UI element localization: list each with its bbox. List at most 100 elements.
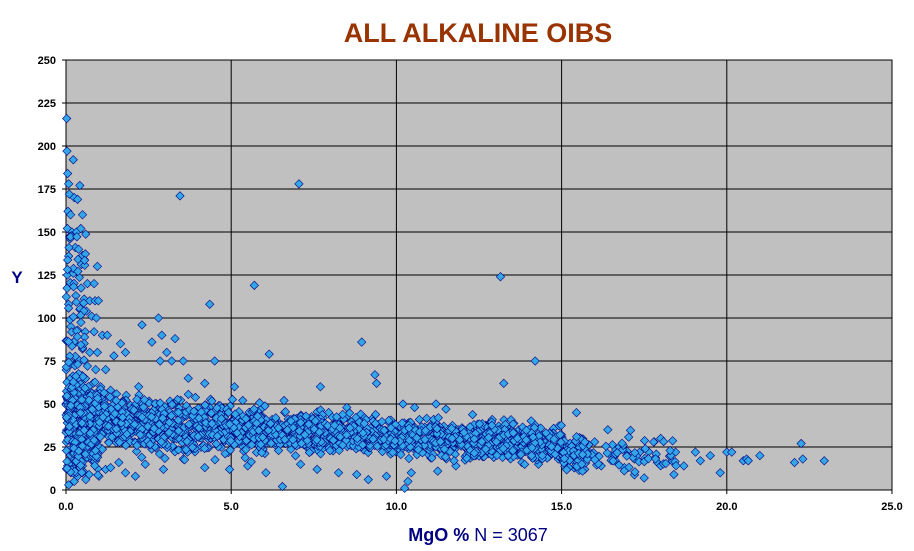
data-point bbox=[91, 313, 102, 323]
data-point bbox=[352, 469, 362, 480]
data-point bbox=[158, 413, 168, 423]
data-point bbox=[304, 447, 314, 458]
data-point bbox=[640, 444, 650, 454]
data-point bbox=[156, 437, 166, 447]
data-point bbox=[495, 272, 506, 282]
data-point bbox=[381, 471, 392, 481]
data-point bbox=[63, 336, 74, 347]
data-point bbox=[619, 466, 629, 476]
x-axis-label-count: N = 3067 bbox=[469, 525, 548, 545]
data-points bbox=[61, 113, 829, 493]
data-point bbox=[210, 455, 220, 465]
data-point bbox=[110, 408, 120, 419]
data-point bbox=[491, 437, 501, 447]
data-point bbox=[89, 278, 99, 289]
data-point bbox=[607, 440, 618, 450]
data-point bbox=[105, 392, 115, 402]
data-point bbox=[441, 404, 451, 414]
data-point bbox=[819, 456, 829, 466]
data-point bbox=[243, 420, 254, 430]
data-point bbox=[68, 312, 79, 322]
x-tick-label: 20.0 bbox=[716, 501, 737, 513]
data-point bbox=[352, 433, 362, 444]
data-point bbox=[295, 459, 306, 469]
data-point bbox=[261, 468, 271, 478]
data-point bbox=[175, 191, 185, 201]
data-point bbox=[390, 436, 400, 446]
data-point bbox=[323, 421, 333, 431]
data-point bbox=[254, 425, 264, 436]
data-point bbox=[301, 411, 311, 421]
data-point bbox=[649, 437, 659, 447]
data-point bbox=[77, 418, 87, 428]
data-point bbox=[420, 434, 430, 445]
x-tick-label: 15.0 bbox=[551, 501, 572, 513]
data-point bbox=[220, 449, 230, 459]
data-point bbox=[433, 413, 443, 423]
y-tick-label: 175 bbox=[38, 184, 56, 196]
data-point bbox=[266, 438, 276, 449]
data-point bbox=[432, 424, 442, 434]
data-point bbox=[404, 423, 414, 433]
data-point bbox=[157, 330, 167, 340]
data-point bbox=[183, 389, 193, 400]
data-point bbox=[160, 453, 170, 463]
data-point bbox=[414, 414, 425, 425]
data-point bbox=[325, 445, 335, 456]
axes: 0.0 5.0 10.0 15.0 20.0 25.0 0 25 50 75 100 125 150 17… bbox=[38, 55, 903, 513]
data-point bbox=[368, 434, 378, 444]
data-point bbox=[508, 445, 518, 456]
x-tick-label: 10.0 bbox=[386, 501, 407, 513]
data-point bbox=[601, 441, 611, 451]
data-point bbox=[577, 459, 587, 469]
data-point bbox=[194, 423, 204, 433]
data-point bbox=[92, 347, 103, 358]
data-point bbox=[146, 412, 157, 422]
data-point bbox=[420, 426, 431, 436]
data-point bbox=[396, 449, 406, 460]
data-point bbox=[154, 449, 165, 459]
data-point bbox=[508, 428, 518, 438]
data-point bbox=[384, 415, 394, 426]
data-point bbox=[252, 411, 263, 421]
data-point bbox=[66, 210, 76, 220]
data-point bbox=[224, 419, 235, 429]
data-point bbox=[427, 453, 437, 463]
data-point bbox=[73, 266, 83, 276]
data-point bbox=[469, 434, 479, 444]
data-point bbox=[162, 347, 172, 358]
data-point bbox=[80, 449, 91, 459]
data-point bbox=[796, 438, 806, 449]
data-point bbox=[727, 447, 737, 457]
data-point bbox=[372, 441, 382, 451]
data-point bbox=[129, 405, 139, 415]
data-point bbox=[90, 377, 100, 387]
data-point bbox=[64, 427, 74, 437]
data-point bbox=[246, 440, 257, 450]
data-point bbox=[77, 210, 88, 220]
data-point bbox=[344, 408, 355, 418]
data-point bbox=[73, 359, 83, 369]
data-point bbox=[137, 412, 147, 422]
data-point bbox=[76, 460, 86, 471]
data-point bbox=[474, 419, 485, 429]
data-point bbox=[440, 452, 451, 462]
x-axis-label-main: MgO % bbox=[408, 525, 469, 545]
data-point bbox=[483, 432, 494, 443]
y-tick-label: 75 bbox=[44, 356, 56, 368]
data-point bbox=[290, 451, 301, 461]
data-point bbox=[91, 364, 101, 375]
data-point bbox=[84, 395, 94, 405]
data-point bbox=[241, 444, 251, 455]
data-point bbox=[193, 431, 203, 442]
data-point bbox=[164, 417, 174, 428]
data-point bbox=[409, 402, 420, 413]
x-tick-label: 0.0 bbox=[58, 501, 73, 513]
data-point bbox=[90, 461, 100, 471]
data-point bbox=[184, 419, 194, 429]
data-point bbox=[661, 458, 671, 469]
data-point bbox=[92, 393, 103, 403]
y-tick-label: 0 bbox=[50, 485, 56, 497]
data-point bbox=[400, 483, 410, 493]
data-point bbox=[433, 466, 443, 476]
